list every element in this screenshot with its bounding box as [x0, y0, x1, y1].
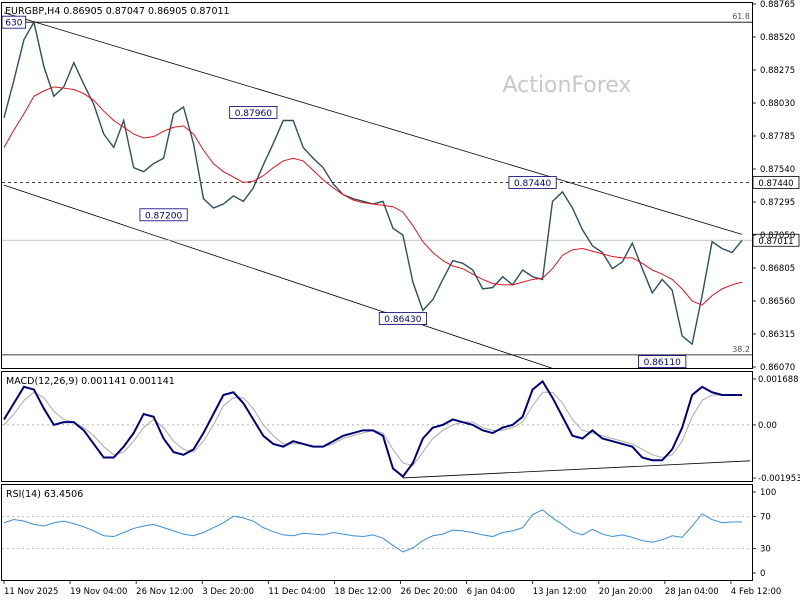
time-axis-label: 18 Dec 12:00: [334, 587, 391, 597]
time-axis-label: 11 Nov 2025: [4, 587, 58, 597]
price-annotation-box: [1, 15, 27, 29]
price-axis-label: 0.88275: [760, 66, 795, 76]
price-axis-label: 0.88765: [760, 0, 795, 10]
rsi-panel: [2, 509, 752, 553]
channel-upper-line: [3, 12, 743, 235]
time-axis-label: 19 Nov 04:00: [70, 587, 127, 597]
price-annotation-label: 630: [5, 19, 22, 29]
time-axis-label: 26 Nov 12:00: [136, 587, 193, 597]
time-axis-label: 6 Jan 04:00: [467, 587, 515, 597]
rsi-axis-label: 100: [760, 488, 776, 498]
macd-axis-label: -0.001953: [758, 474, 800, 484]
rsi-panel-frame: [1, 484, 753, 581]
price-axis-label: 0.87050: [760, 231, 795, 241]
price-axis-label: 0.86805: [760, 264, 795, 274]
time-axis-label: 11 Dec 04:00: [268, 587, 325, 597]
time-axis-label: 4 Feb 12:00: [731, 587, 781, 597]
price-axis-label: 0.86070: [760, 363, 795, 373]
channel-lower-line: [3, 184, 553, 369]
price-annotation-box: [638, 355, 687, 369]
rsi-axis-label: 30: [760, 545, 771, 555]
macd-line: [3, 379, 742, 479]
level-price-box: [752, 176, 800, 189]
macd-axis-label: 0.001688: [758, 375, 799, 385]
rsi-title: RSI(14) 63.4506: [6, 489, 83, 500]
time-axis-label: 3 Dec 20:00: [202, 587, 254, 597]
macd-axis-label: 0.00: [758, 421, 777, 431]
macd-panel-frame: [1, 371, 753, 482]
macd-title: MACD(12,26,9) 0.001141 0.001141: [6, 376, 175, 387]
price-annotation-box: [508, 176, 557, 189]
price-axis-label: 0.88030: [760, 99, 795, 109]
price-axis-label: 0.86315: [760, 330, 795, 340]
rsi-axis-label: 0: [760, 569, 765, 579]
time-axis-label: 20 Jan 20:00: [599, 587, 653, 597]
time-axis-label: 13 Jan 12:00: [533, 587, 587, 597]
price-axis-label: 0.87785: [760, 132, 795, 142]
moving-average-line: [3, 86, 743, 306]
price-axis-label: 0.87540: [760, 165, 795, 175]
price-axis-label: 0.87295: [760, 198, 795, 208]
price-panel: 61.8 0.87440 0.87011 38.2 630 0.87960 0.87200 0…: [1, 12, 800, 369]
price-axis-label: 0.88520: [760, 33, 795, 43]
macd-panel: [2, 379, 752, 479]
time-axis-label: 26 Dec 20:00: [401, 587, 458, 597]
price-annotation-label: 0.86110: [644, 358, 681, 368]
watermark: ActionForex: [503, 73, 632, 98]
axes: 0.88765 0.88520 0.88275 0.88030 0.87785 0.875…: [3, 0, 800, 597]
price-annotation-box: [378, 312, 427, 325]
macd-signal-line: [3, 391, 742, 467]
fib-level-label: 61.8: [732, 12, 750, 21]
macd-trendline: [402, 460, 751, 479]
price-annotation-label: 0.87440: [514, 179, 551, 189]
time-axis-label: 28 Jan 04:00: [665, 587, 719, 597]
price-series-line: [3, 20, 743, 346]
price-annotation-label: 0.86430: [384, 315, 421, 325]
level-price-box: [752, 233, 800, 247]
price-annotation-label: 0.87200: [145, 211, 182, 221]
rsi-axis-label: 70: [760, 512, 771, 522]
price-panel-frame: [1, 2, 753, 369]
price-annotation-box: [139, 208, 188, 222]
level-price-label: 0.87011: [758, 237, 793, 247]
price-annotation-box: [229, 106, 278, 119]
fib-level-label: 38.2: [732, 345, 750, 354]
level-price-label: 0.87440: [758, 179, 793, 189]
symbol-header: EURGBP,H4 0.86905 0.87047 0.86905 0.8701…: [5, 6, 230, 17]
price-axis-label: 0.86560: [760, 297, 795, 307]
price-annotation-label: 0.87960: [235, 109, 272, 119]
rsi-line: [3, 509, 742, 553]
